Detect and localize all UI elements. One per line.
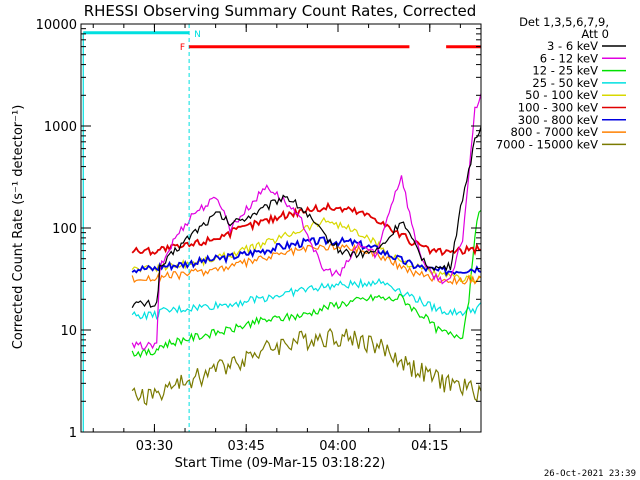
y-tick-label: 10000 <box>36 18 77 33</box>
legend-label-6-12-kev: 6 - 12 keV <box>540 51 598 65</box>
legend-label-3-6-kev: 3 - 6 keV <box>547 39 598 53</box>
legend-label-25-50-kev: 25 - 50 keV <box>532 76 598 90</box>
x-tick-label: 03:30 <box>136 439 173 454</box>
y-axis-ticks: 1 10 100 1000 10000 <box>36 18 481 441</box>
legend-label-100-300-kev: 100 - 300 keV <box>518 101 598 115</box>
series-line-6-12-kev <box>131 92 481 350</box>
legend-label-800-7000-kev: 800 - 7000 keV <box>510 125 598 139</box>
x-tick-label: 04:15 <box>411 439 448 454</box>
series-line-7000-15000-kev <box>131 327 481 406</box>
series-line-3-6-kev <box>131 125 481 308</box>
x-tick-label: 03:45 <box>227 439 264 454</box>
series-line-12-25-kev <box>131 209 481 359</box>
x-axis-ticks: 03:30 03:45 04:00 04:15 <box>92 24 461 454</box>
y-tick-label: 100 <box>52 222 77 237</box>
plot-area: FN 03:30 03:45 04:00 04:15 1 10 100 1000 10000 <box>36 18 482 454</box>
legend-label-7000-15000-kev: 7000 - 15000 keV <box>496 137 598 151</box>
series-layer <box>131 92 481 406</box>
legend-header-line-1: Det 1,3,5,6,7,9, <box>519 15 609 29</box>
x-axis-label: Start Time (09-Mar-15 03:18:22) <box>175 456 386 471</box>
series-line-100-300-kev <box>131 201 481 257</box>
legend-label-12-25-kev: 12 - 25 keV <box>532 64 598 78</box>
y-tick-label: 1 <box>69 426 77 441</box>
legend-label-50-100-kev: 50 - 100 keV <box>525 88 598 102</box>
flare-flag-label: F <box>180 43 185 53</box>
series-line-25-50-kev <box>131 277 481 321</box>
legend-label-300-800-kev: 300 - 800 keV <box>518 113 598 127</box>
y-tick-label: 10 <box>60 324 77 339</box>
night-flag-label: N <box>194 30 201 40</box>
series-line-300-800-kev <box>131 236 481 277</box>
series-line-800-7000-kev <box>131 242 481 286</box>
y-tick-label: 1000 <box>44 120 77 135</box>
legend-header-line-2: Att 0 <box>581 27 609 41</box>
footer-timestamp: 26-Oct-2021 23:39 <box>544 469 636 479</box>
y-axis-label: Corrected Count Rate (s⁻¹ detector⁻¹) <box>11 105 26 350</box>
x-tick-label: 04:00 <box>319 439 356 454</box>
chart-title: RHESSI Observing Summary Count Rates, Co… <box>84 2 477 20</box>
